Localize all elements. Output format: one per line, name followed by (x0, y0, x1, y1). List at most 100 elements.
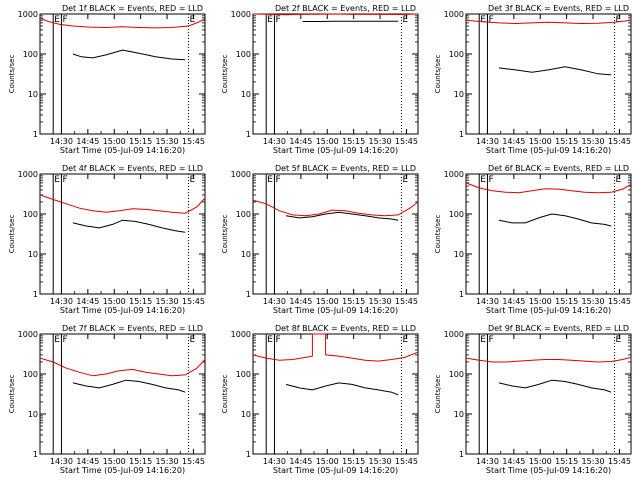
marker-label: F (275, 175, 280, 185)
y-tick-label: 1 (246, 130, 251, 139)
x-tick-label: 14:30 (50, 297, 73, 306)
plot-frame (39, 173, 206, 295)
x-tick-label: 15:15 (129, 137, 152, 146)
plot-frame (465, 13, 632, 135)
x-tick-label: 15:45 (608, 297, 631, 306)
y-tick-label: 100 (23, 370, 38, 379)
y-axis-label: Counts/sec (8, 215, 16, 254)
y-axis-label: Counts/sec (8, 55, 16, 94)
x-tick-label: 14:45 (502, 137, 525, 146)
x-tick-label: 15:00 (103, 297, 126, 306)
panel-title: Det 4f BLACK = Events, RED = LLD (62, 164, 203, 173)
panel-6: 1 10 100 1000 14:30 14:45 15:00 15:15 15:30 15:45… (434, 164, 632, 315)
y-tick-label: 1 (246, 290, 251, 299)
x-axis-label: Start Time (05-Jul-09 14:16:20) (486, 306, 611, 315)
y-tick-label: 1000 (18, 170, 38, 179)
marker-label: E (267, 175, 273, 185)
x-tick-label: 14:45 (502, 457, 525, 466)
panel-2: 1 10 100 1000 14:30 14:45 15:00 15:15 15:30 15:45… (221, 4, 419, 155)
y-axis-label: Counts/sec (434, 215, 442, 254)
x-tick-label: 15:15 (555, 297, 578, 306)
series-lld (252, 13, 419, 16)
marker-label: F (488, 15, 493, 25)
plot-frame (465, 173, 632, 295)
x-tick-label: 14:30 (476, 297, 499, 306)
y-axis-label: Counts/sec (221, 55, 229, 94)
x-tick-label: 15:15 (129, 297, 152, 306)
y-tick-label: 1 (246, 450, 251, 459)
x-tick-label: 15:15 (342, 137, 365, 146)
x-tick-label: 15:15 (342, 457, 365, 466)
marker-label: F (62, 335, 67, 345)
x-axis-label: Start Time (05-Jul-09 14:16:20) (60, 306, 185, 315)
panel-4: 1 10 100 1000 14:30 14:45 15:00 15:15 15:30 15:45… (8, 164, 206, 315)
panel-title: Det 7f BLACK = Events, RED = LLD (62, 324, 203, 333)
x-axis-label: Start Time (05-Jul-09 14:16:20) (273, 306, 398, 315)
y-tick-label: 1000 (231, 170, 251, 179)
y-tick-label: 10 (241, 90, 251, 99)
plot-frame (39, 333, 206, 455)
x-tick-label: 15:30 (156, 457, 179, 466)
y-tick-label: 1 (459, 130, 464, 139)
panel-7: 1 10 100 1000 14:30 14:45 15:00 15:15 15:30 15:45… (8, 324, 206, 475)
x-tick-label: 15:00 (103, 457, 126, 466)
y-tick-label: 10 (28, 90, 38, 99)
marker-label: E (54, 335, 60, 345)
x-axis-label: Start Time (05-Jul-09 14:16:20) (273, 146, 398, 155)
x-axis-label: Start Time (05-Jul-09 14:16:20) (60, 146, 185, 155)
marker-label: E (190, 335, 196, 345)
y-tick-label: 1 (33, 450, 38, 459)
x-tick-label: 15:30 (369, 297, 392, 306)
marker-label: E (190, 15, 196, 25)
x-tick-label: 15:15 (342, 297, 365, 306)
marker-label: E (267, 15, 273, 25)
x-tick-label: 14:45 (289, 137, 312, 146)
x-tick-label: 14:45 (76, 297, 99, 306)
y-axis-label: Counts/sec (221, 375, 229, 414)
plot-frame (252, 173, 419, 295)
x-axis-label: Start Time (05-Jul-09 14:16:20) (273, 466, 398, 475)
y-tick-label: 1 (33, 290, 38, 299)
x-tick-label: 15:00 (103, 137, 126, 146)
y-tick-label: 100 (23, 210, 38, 219)
y-tick-label: 1 (459, 450, 464, 459)
panel-title: Det 2f BLACK = Events, RED = LLD (275, 4, 416, 13)
y-tick-label: 1000 (18, 10, 38, 19)
marker-label: E (480, 175, 486, 185)
x-tick-label: 15:15 (129, 457, 152, 466)
marker-label: E (616, 15, 622, 25)
marker-label: E (616, 335, 622, 345)
x-tick-label: 15:45 (608, 457, 631, 466)
x-tick-label: 15:30 (156, 137, 179, 146)
y-tick-label: 1000 (18, 330, 38, 339)
series-lld (252, 199, 419, 217)
series-events (285, 382, 399, 396)
x-tick-label: 15:45 (395, 457, 418, 466)
x-tick-label: 15:30 (369, 137, 392, 146)
y-tick-label: 10 (454, 410, 464, 419)
y-tick-label: 1000 (444, 170, 464, 179)
series-events (72, 379, 186, 393)
x-tick-label: 14:45 (289, 297, 312, 306)
y-axis-label: Counts/sec (221, 215, 229, 254)
series-lld (39, 357, 206, 377)
panel-title: Det 8f BLACK = Events, RED = LLD (275, 324, 416, 333)
x-tick-label: 14:30 (50, 457, 73, 466)
panel-title: Det 5f BLACK = Events, RED = LLD (275, 164, 416, 173)
panel-title: Det 3f BLACK = Events, RED = LLD (488, 4, 629, 13)
series-events (72, 219, 186, 233)
series-lld (39, 17, 206, 29)
x-tick-label: 14:30 (263, 137, 286, 146)
marker-label: F (488, 175, 493, 185)
panel-8: 1 10 100 1000 14:30 14:45 15:00 15:15 15:30 15:45… (221, 324, 419, 475)
y-tick-label: 1 (459, 290, 464, 299)
x-tick-label: 15:00 (529, 137, 552, 146)
x-tick-label: 15:00 (529, 457, 552, 466)
x-tick-label: 15:45 (182, 457, 205, 466)
y-tick-label: 1000 (444, 10, 464, 19)
x-tick-label: 15:00 (316, 137, 339, 146)
series-events (285, 211, 399, 221)
y-tick-label: 10 (454, 90, 464, 99)
x-tick-label: 14:30 (263, 297, 286, 306)
